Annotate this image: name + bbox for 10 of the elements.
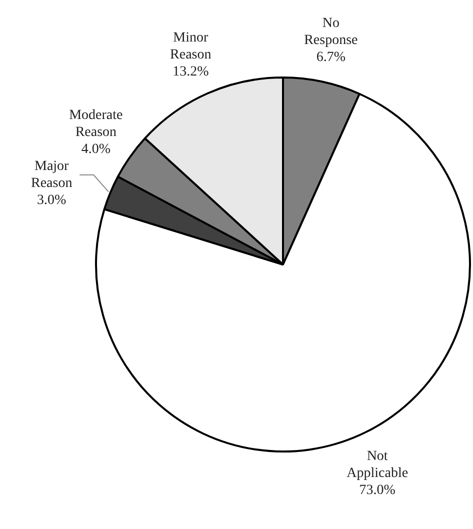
data-label: 4.0% — [81, 142, 111, 158]
slice-label: No Response — [304, 16, 358, 48]
slice-label: Minor Reason — [170, 30, 212, 63]
data-label: 73.0% — [359, 482, 396, 498]
slice-label: Not Applicable — [346, 448, 408, 481]
data-label: 13.2% — [172, 64, 210, 80]
slice-label: Major Reason — [30, 159, 72, 192]
slice-label: Moderate Reason — [69, 108, 123, 140]
data-label: 3.0% — [37, 193, 67, 208]
data-label: 6.7% — [316, 50, 346, 66]
